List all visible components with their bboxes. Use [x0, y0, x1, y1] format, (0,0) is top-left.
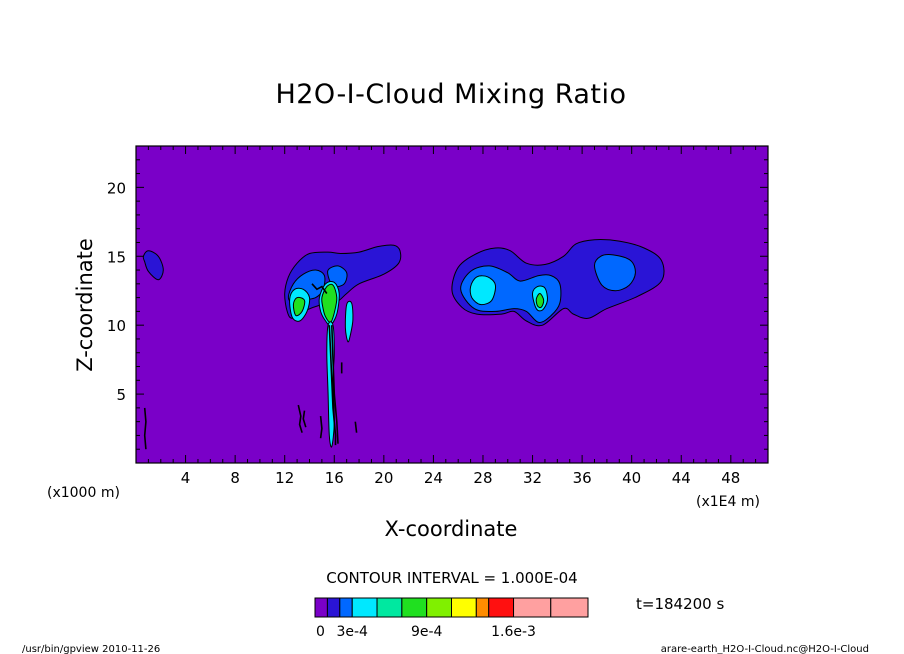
- x-tick-label: 36: [573, 469, 592, 487]
- legend-swatch: [351, 597, 378, 618]
- contour-region-level-5: [321, 283, 338, 323]
- contour-fills: [142, 239, 665, 448]
- x-tick-label: 12: [275, 469, 294, 487]
- x-tick-label: 16: [325, 469, 344, 487]
- contour-line: [319, 416, 323, 439]
- x-tick-label: 40: [622, 469, 641, 487]
- contour-line: [302, 410, 307, 428]
- x-tick-label: 24: [424, 469, 443, 487]
- footer-left: /usr/bin/gpview 2010-11-26: [22, 644, 160, 654]
- legend-tick-label: 9e-4: [411, 624, 443, 640]
- legend-swatch: [376, 597, 403, 618]
- legend-swatch: [513, 597, 552, 618]
- x-tick-label: 28: [473, 469, 492, 487]
- contour-line: [354, 421, 358, 433]
- x-axis-label: X-coordinate: [385, 517, 518, 541]
- contour-region-level-5: [535, 293, 545, 309]
- legend-tick-label: 0: [316, 624, 325, 640]
- contour-line: [331, 325, 339, 444]
- legend-swatch: [326, 597, 341, 618]
- x-multiplier-label: (x1E4 m): [696, 494, 760, 510]
- contour-region-level-3: [469, 275, 497, 306]
- y-tick-label: 5: [116, 386, 126, 404]
- contour-line: [297, 404, 303, 433]
- legend-swatch: [488, 597, 515, 618]
- chart-title: H2O-I-Cloud Mixing Ratio: [275, 79, 626, 110]
- legend-tick-label: 1.6e-3: [491, 624, 536, 640]
- y-axis-label: Z-coordinate: [73, 238, 97, 372]
- plot-background: [136, 146, 768, 463]
- footer-right: arare-earth_H2O-I-Cloud.nc@H2O-I-Cloud: [661, 644, 869, 654]
- color-legend: [314, 597, 589, 618]
- contour-interval-label: CONTOUR INTERVAL = 1.000E-04: [326, 569, 577, 587]
- x-unit-label: (x1000 m): [47, 485, 120, 501]
- contour-line: [143, 407, 147, 450]
- time-label: t=184200 s: [636, 595, 724, 613]
- x-tick-label: 20: [374, 469, 393, 487]
- legend-swatch: [314, 597, 328, 618]
- x-tick-label: 48: [721, 469, 740, 487]
- contour-lines: [143, 283, 358, 450]
- legend-swatch: [550, 597, 589, 618]
- contour-line: [311, 283, 328, 294]
- legend-swatch: [451, 597, 477, 618]
- y-tick-label: 10: [107, 317, 126, 335]
- contour-region-level-1: [142, 250, 164, 281]
- color-legend-ticks: 0 3e-4 9e-4 1.6e-3: [316, 624, 536, 640]
- legend-swatch: [339, 597, 353, 618]
- x-tick-label: 8: [230, 469, 240, 487]
- contour-line: [328, 325, 337, 446]
- x-tick-label: 32: [523, 469, 542, 487]
- contour-region-level-5: [292, 296, 306, 317]
- x-tick-label: 4: [181, 469, 191, 487]
- contour-region-level-3: [344, 300, 354, 343]
- y-tick-label: 20: [107, 179, 126, 197]
- legend-tick-label: 3e-4: [336, 624, 368, 640]
- x-tick-label: 44: [672, 469, 691, 487]
- plot-frame: [135, 145, 769, 464]
- legend-swatch: [426, 597, 453, 618]
- legend-swatch: [475, 597, 490, 618]
- contour-region-level-2: [593, 254, 636, 292]
- y-tick-label: 15: [107, 248, 126, 266]
- legend-swatch: [401, 597, 428, 618]
